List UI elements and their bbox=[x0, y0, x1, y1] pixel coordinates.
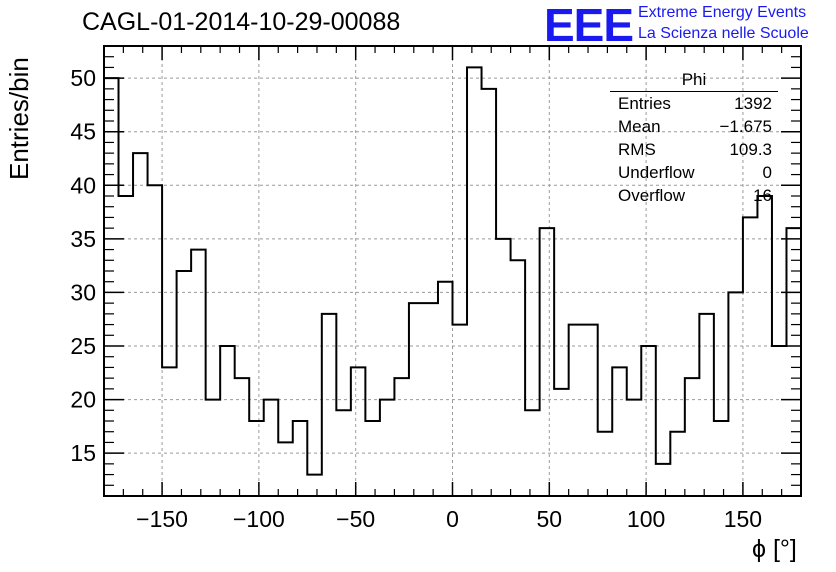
y-tick-label: 20 bbox=[70, 387, 96, 413]
histogram-bin bbox=[772, 346, 787, 496]
histogram-bin bbox=[714, 421, 729, 496]
axis-ticks bbox=[104, 46, 801, 496]
x-tick-label: 150 bbox=[724, 506, 762, 532]
org-name-line2: La Scienza nelle Scuole bbox=[638, 25, 809, 42]
histogram-bin bbox=[496, 239, 511, 496]
stats-label: Overflow bbox=[618, 186, 686, 205]
y-axis-label: Entries/bin bbox=[4, 57, 34, 180]
histogram-bin bbox=[264, 400, 279, 496]
histogram-bin bbox=[786, 228, 801, 496]
y-tick-label: 40 bbox=[70, 172, 96, 198]
histogram-bin bbox=[467, 67, 482, 496]
histogram-bin bbox=[685, 378, 700, 496]
histogram-bin bbox=[394, 378, 409, 496]
histogram-bin bbox=[728, 292, 743, 496]
stats-label: RMS bbox=[618, 140, 656, 159]
histogram-step-line bbox=[104, 66, 802, 476]
histogram-bin bbox=[423, 303, 438, 496]
histogram-bin bbox=[351, 367, 366, 496]
histogram-bin bbox=[191, 250, 206, 496]
histogram-bin bbox=[293, 421, 308, 496]
stats-row-underflow: Underflow 0 bbox=[610, 161, 778, 184]
eee-logo: EEE bbox=[544, 0, 634, 51]
y-tick-label: 35 bbox=[70, 226, 96, 252]
histogram-bin bbox=[656, 464, 671, 496]
stats-value: 1392 bbox=[734, 94, 772, 113]
axis-tick-labels: −150 −100 −50 0 50 100 150 15 20 25 30 35 40 45 50 bbox=[70, 65, 762, 532]
histogram-bin bbox=[627, 400, 642, 496]
histogram-bin bbox=[162, 367, 177, 496]
histogram-bin bbox=[133, 153, 148, 496]
histogram-bin bbox=[278, 442, 293, 496]
histogram-bin bbox=[757, 196, 772, 496]
stats-title: Phi bbox=[610, 70, 778, 92]
stats-row-overflow: Overflow 16 bbox=[610, 184, 778, 207]
histogram-bin bbox=[438, 282, 453, 496]
histogram-bin bbox=[612, 367, 627, 496]
stats-label: Entries bbox=[618, 94, 671, 113]
histogram-bin bbox=[148, 185, 163, 496]
stats-value: 16 bbox=[753, 186, 772, 205]
x-tick-label: −50 bbox=[336, 506, 375, 532]
histogram-bin bbox=[583, 325, 598, 496]
histogram-bin bbox=[322, 314, 337, 496]
x-tick-label: −100 bbox=[233, 506, 285, 532]
stats-value: 0 bbox=[762, 163, 772, 182]
histogram-bin bbox=[249, 421, 264, 496]
x-axis-label: ϕ [°] bbox=[752, 535, 797, 563]
histogram-bin bbox=[336, 410, 351, 496]
y-tick-label: 25 bbox=[70, 333, 96, 359]
histogram-bin bbox=[453, 325, 468, 496]
stats-value: 109.3 bbox=[729, 140, 772, 159]
x-tick-label: 50 bbox=[537, 506, 563, 532]
x-tick-label: 100 bbox=[627, 506, 665, 532]
x-tick-label: 0 bbox=[446, 506, 459, 532]
histogram-bin bbox=[699, 314, 714, 496]
x-tick-label: −150 bbox=[136, 506, 188, 532]
histogram-bin bbox=[569, 325, 584, 496]
stats-box: Phi Entries 1392 Mean −1.675 RMS 109.3 U… bbox=[610, 70, 778, 207]
histogram-bin bbox=[235, 378, 250, 496]
chart-title: CAGL-01-2014-10-29-00088 bbox=[82, 8, 401, 36]
stats-row-rms: RMS 109.3 bbox=[610, 138, 778, 161]
histogram-bin bbox=[365, 421, 380, 496]
histogram-bin bbox=[104, 78, 119, 496]
histogram-bin bbox=[177, 271, 192, 496]
y-tick-label: 15 bbox=[70, 440, 96, 466]
histogram-bin bbox=[409, 303, 424, 496]
stats-row-entries: Entries 1392 bbox=[610, 92, 778, 115]
histogram-bin bbox=[220, 346, 235, 496]
org-name-line1: Extreme Energy Events bbox=[638, 4, 807, 21]
y-tick-label: 30 bbox=[70, 279, 96, 305]
histogram-bin bbox=[482, 89, 497, 496]
histogram-bin bbox=[554, 389, 569, 496]
histogram-bin bbox=[540, 228, 555, 496]
y-tick-label: 50 bbox=[70, 65, 96, 91]
histogram-bin bbox=[206, 400, 221, 496]
stats-label: Underflow bbox=[618, 163, 695, 182]
histogram-bin bbox=[525, 410, 540, 496]
histogram-bin bbox=[307, 475, 322, 496]
histogram-bin bbox=[380, 400, 395, 496]
histogram-bin bbox=[511, 260, 526, 496]
stats-label: Mean bbox=[618, 117, 661, 136]
histogram-bin bbox=[641, 346, 656, 496]
histogram-bin bbox=[670, 432, 685, 496]
y-tick-label: 45 bbox=[70, 119, 96, 145]
stats-value: −1.675 bbox=[719, 117, 772, 136]
stats-row-mean: Mean −1.675 bbox=[610, 115, 778, 138]
histogram-bin bbox=[598, 432, 613, 496]
histogram-bin bbox=[743, 217, 758, 496]
histogram-series bbox=[104, 66, 802, 496]
